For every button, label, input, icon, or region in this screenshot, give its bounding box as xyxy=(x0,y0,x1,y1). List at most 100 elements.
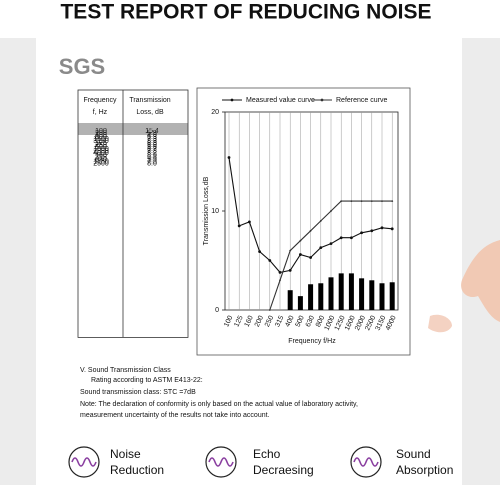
y-tick-label: 0 xyxy=(215,307,219,314)
point xyxy=(360,231,363,235)
bar xyxy=(359,278,365,310)
feature-wave xyxy=(353,457,379,467)
table-cell: 800 xyxy=(95,134,107,141)
x-tick-label: 630 xyxy=(305,315,316,329)
x-tick-label: 315 xyxy=(274,315,285,329)
note: Note: The declaration of conformity is o… xyxy=(80,401,358,408)
table-header: Frequency xyxy=(83,97,117,104)
point xyxy=(370,229,374,233)
table-cell: 8.9 xyxy=(147,152,157,159)
table-cell: 7.8 xyxy=(147,148,157,155)
note: Rating according to ASTM E413-22: xyxy=(91,377,203,384)
hand xyxy=(461,240,500,322)
logo: SGS xyxy=(59,54,105,79)
point xyxy=(330,210,332,212)
table-cell: 3.8 xyxy=(147,154,157,161)
bar xyxy=(338,273,344,310)
legend-marker xyxy=(320,98,324,102)
x-tick-label: 4000 xyxy=(385,315,398,332)
x-tick-label: 160 xyxy=(244,315,255,329)
point xyxy=(299,253,302,256)
point xyxy=(319,246,323,250)
table-cell: 100 xyxy=(95,128,107,135)
y-axis-label: Transmission Loss,dB xyxy=(203,176,210,245)
note: Sound transmission class: STC =7dB xyxy=(80,389,196,396)
table-cell: 6.3 xyxy=(147,134,157,141)
point xyxy=(390,227,394,231)
feature-label: Sound xyxy=(396,447,431,461)
table-cell: 2000 xyxy=(93,148,109,155)
table-cell: 315 xyxy=(95,154,107,161)
side-panel xyxy=(0,38,36,485)
feature-icon xyxy=(205,446,237,478)
table-cell: 8.0 xyxy=(147,160,157,167)
feature-label: Absorption xyxy=(396,463,453,477)
point xyxy=(329,242,333,246)
table-header: Transmission xyxy=(129,97,170,104)
table-cell: 2500 xyxy=(93,160,109,167)
table-cell: 8.5 xyxy=(147,140,157,147)
point xyxy=(237,224,241,228)
feature-label: Decraesing xyxy=(253,463,314,477)
point xyxy=(339,236,343,240)
point xyxy=(227,156,231,159)
chart-frame xyxy=(196,87,411,356)
feature-label: Echo xyxy=(253,447,281,461)
table-cell: 8.3 xyxy=(147,138,157,145)
x-axis-label: Frequency f/Hz xyxy=(288,338,336,345)
table-cell: 1600 xyxy=(93,136,109,143)
y-tick-label: 10 xyxy=(211,208,219,215)
point xyxy=(279,279,281,282)
table-cell: 160 xyxy=(95,152,107,159)
table-cell: 3150 xyxy=(93,138,109,145)
point xyxy=(309,256,312,259)
point xyxy=(258,250,261,253)
bar xyxy=(287,290,293,310)
table-header: f, Hz xyxy=(93,109,108,116)
point xyxy=(319,220,322,222)
point xyxy=(268,309,271,311)
table-cell: 5.9 xyxy=(147,130,157,137)
y-tick-label: 20 xyxy=(211,109,219,116)
point xyxy=(370,200,373,203)
table-cell: 125 xyxy=(95,140,107,147)
table-cell: 15.4 xyxy=(145,128,159,135)
point xyxy=(268,259,272,262)
table-cell: 400 xyxy=(95,132,107,139)
point xyxy=(380,226,384,230)
point xyxy=(309,229,312,232)
feature-icon xyxy=(350,446,382,478)
x-tick-label: 400 xyxy=(284,315,295,329)
bar xyxy=(328,277,334,310)
table-cell: 5.6 xyxy=(147,144,157,151)
point xyxy=(278,270,282,274)
table-header: Loss, dB xyxy=(136,109,164,116)
bar xyxy=(389,282,395,310)
feature-icon xyxy=(68,446,100,478)
table-cell: 500 xyxy=(95,144,107,151)
feature-label: Reduction xyxy=(110,463,164,477)
point xyxy=(350,236,353,240)
table-cell: 6.7 xyxy=(147,146,157,153)
point xyxy=(248,220,251,224)
point xyxy=(360,200,363,203)
table-cell: 250 xyxy=(95,142,107,149)
point xyxy=(340,200,343,203)
feature-label: Noise xyxy=(110,447,141,461)
bar xyxy=(318,283,324,310)
x-tick-label: 200 xyxy=(254,315,265,329)
point xyxy=(288,269,292,272)
table-cell: 200 xyxy=(95,130,107,137)
table-cell: 1000 xyxy=(93,146,109,153)
table-cell: 5.3 xyxy=(147,156,157,163)
x-tick-label: 100 xyxy=(223,315,234,329)
table-cell: 4.0 xyxy=(147,132,157,139)
point xyxy=(289,249,292,252)
point xyxy=(391,200,394,203)
bar xyxy=(369,280,375,310)
finger xyxy=(428,314,452,333)
note: V. Sound Transmission Class xyxy=(80,367,171,374)
table-cell: 5.0 xyxy=(147,142,157,149)
